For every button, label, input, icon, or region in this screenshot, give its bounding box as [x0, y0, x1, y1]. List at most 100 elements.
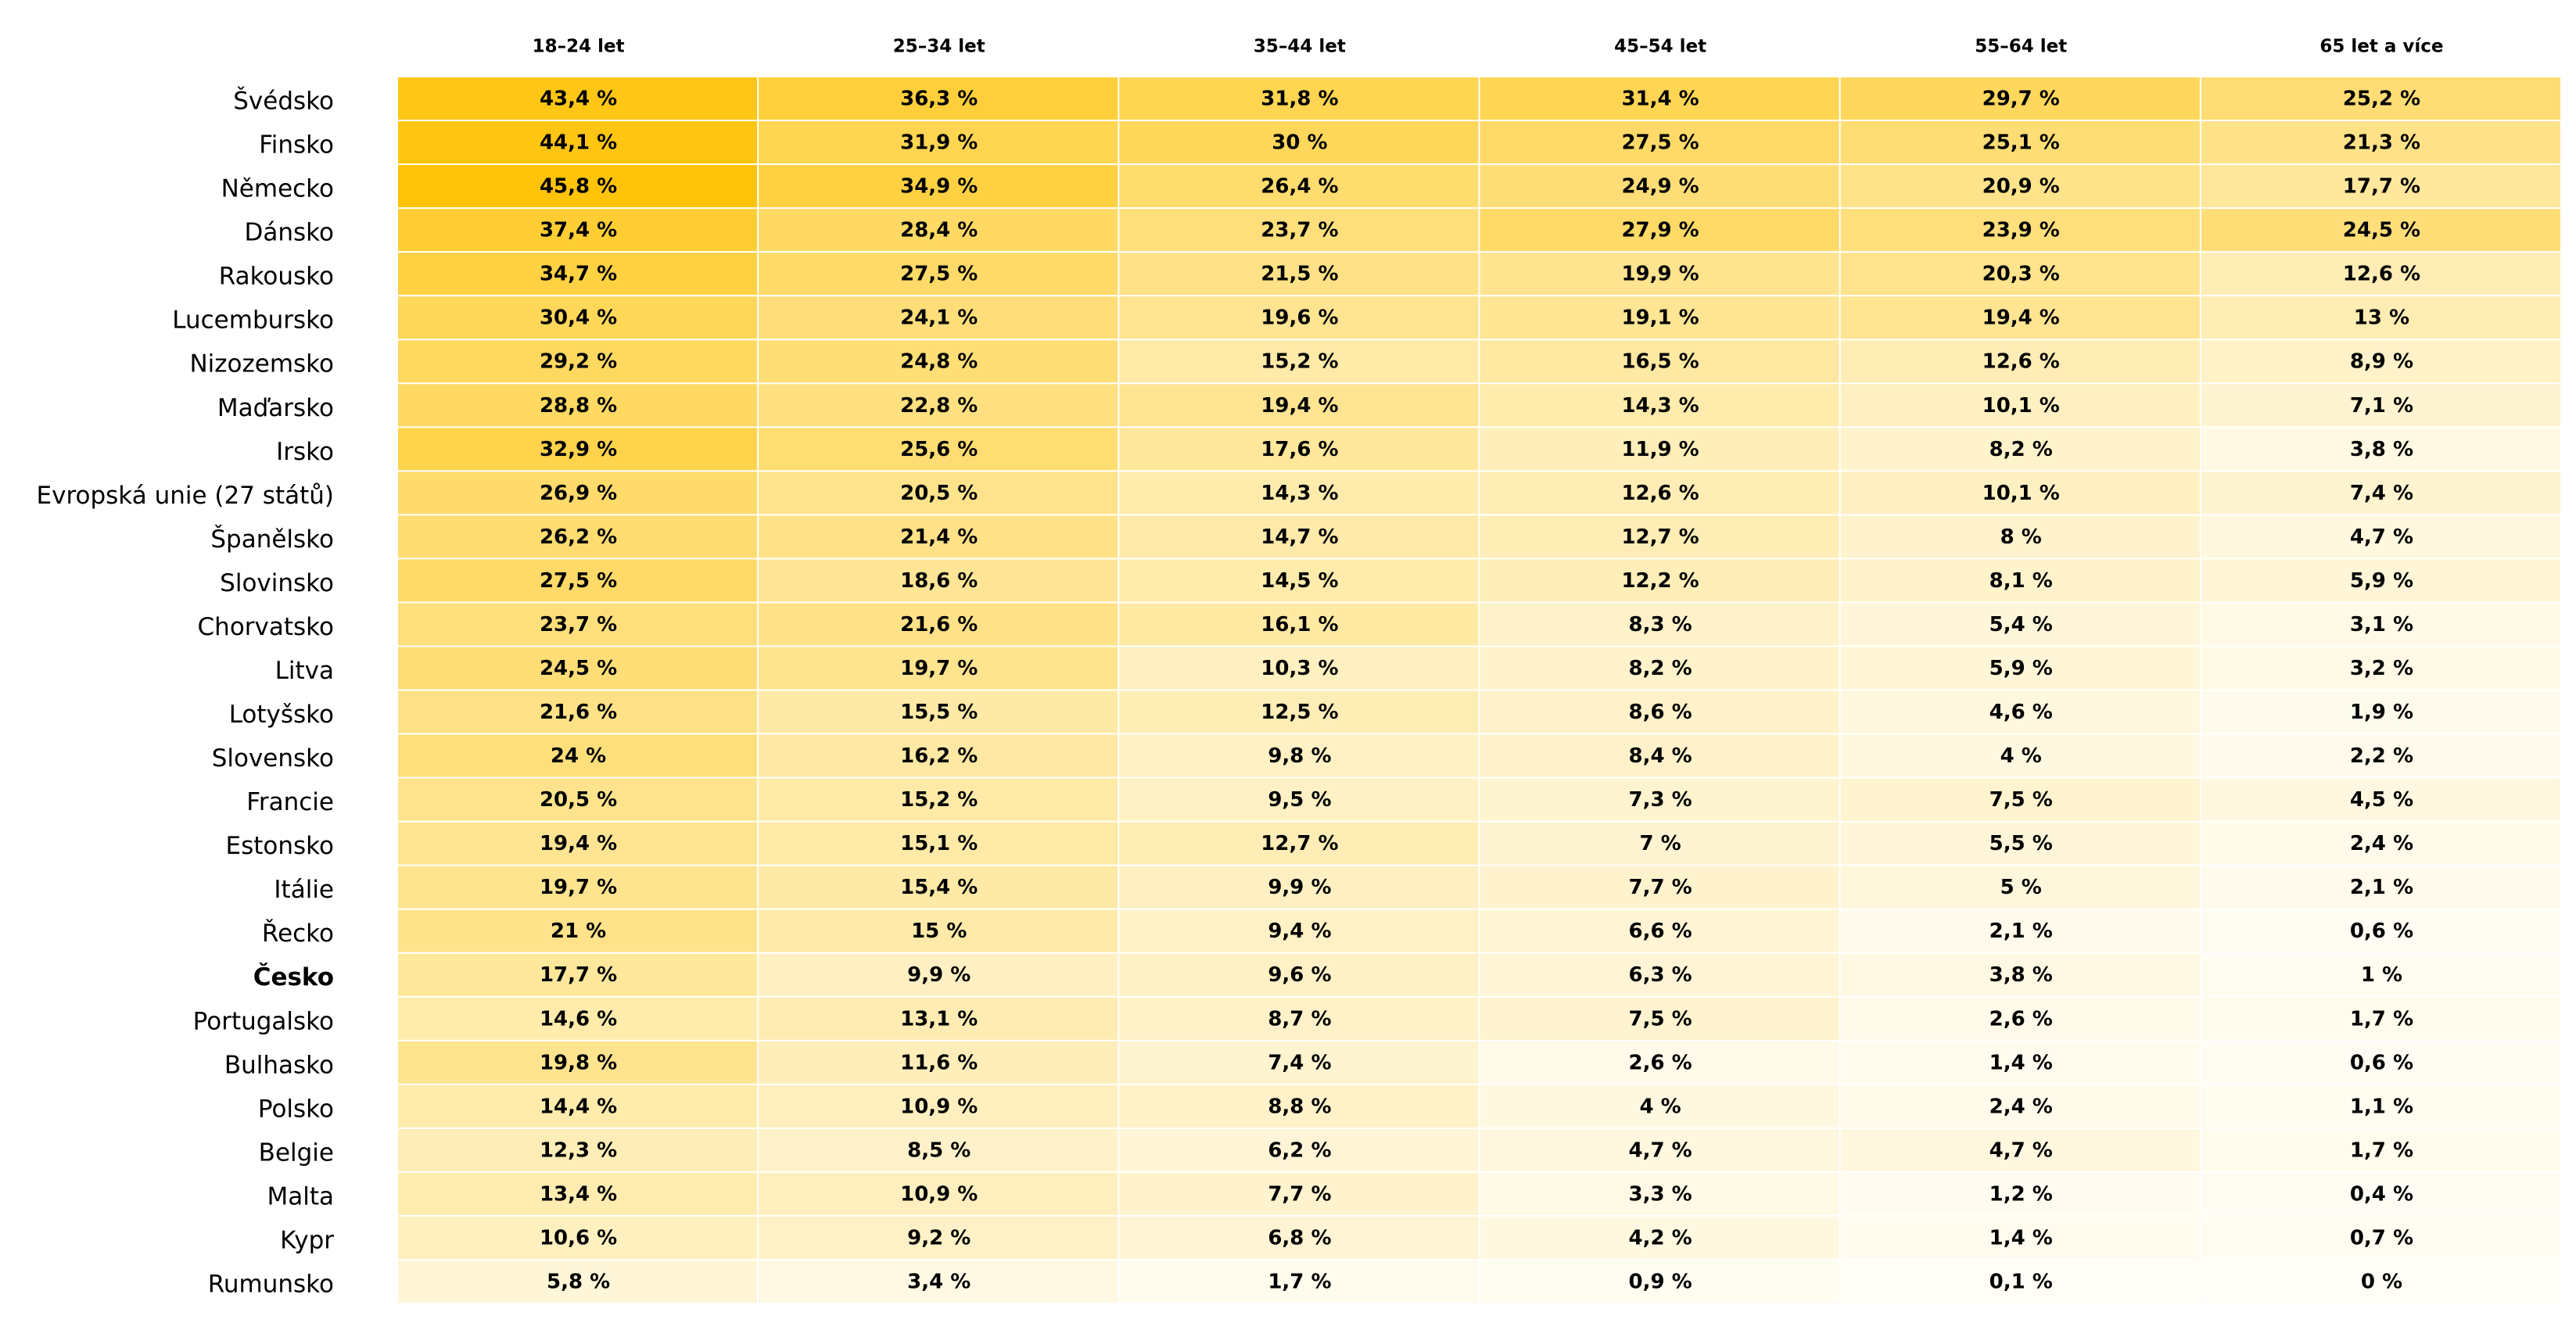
cell-value-label: 26,2 %	[540, 525, 617, 549]
heatmap-cell	[2201, 296, 2560, 339]
cell-value-label: 21,3 %	[2343, 131, 2420, 155]
heatmap-cell	[398, 428, 758, 471]
heatmap-cell	[1480, 1041, 1839, 1084]
heatmap-cell	[1480, 1085, 1839, 1128]
cell-value-label: 30 %	[1272, 131, 1327, 155]
cell-value-label: 4,6 %	[1989, 701, 2053, 724]
row-label: Lucembursko	[172, 307, 334, 335]
cell-value-label: 8,8 %	[1268, 1095, 1331, 1118]
cell-value-label: 13 %	[2354, 307, 2409, 330]
cell-value-label: 19,9 %	[1621, 263, 1699, 286]
cell-value-label: 15 %	[911, 920, 967, 943]
cell-value-label: 7,5 %	[1989, 788, 2053, 812]
cell-value-label: 12,7 %	[1261, 832, 1338, 855]
cell-value-label: 20,5 %	[900, 482, 978, 505]
heatmap-cell	[1840, 384, 2200, 427]
heatmap-cell	[1840, 1085, 2200, 1128]
cell-value-label: 1,4 %	[1989, 1051, 2053, 1074]
cell-value-label: 21,6 %	[540, 701, 617, 724]
heatmap-cell	[1840, 909, 2200, 952]
cell-value-label: 0 %	[2361, 1270, 2402, 1293]
column-labels: 18–24 let 25–34 let 35–44 let 45–54 let 55–6…	[533, 37, 2444, 57]
heatmap-cell	[1119, 428, 1479, 471]
cell-value-label: 17,7 %	[540, 963, 617, 987]
cell-value-label: 27,5 %	[540, 569, 617, 593]
heatmap-cell	[398, 909, 758, 952]
cell-value-label: 7,4 %	[2350, 482, 2413, 505]
cell-value-label: 4 %	[2000, 744, 2042, 768]
cell-value-label: 0,9 %	[1628, 1270, 1692, 1293]
row-label: Rumunsko	[208, 1270, 334, 1298]
heatmap-cell	[398, 296, 758, 339]
heatmap-cell	[1840, 647, 2200, 690]
heatmap-cell	[1480, 603, 1839, 646]
cell-value-label: 1,7 %	[2350, 1138, 2413, 1162]
cell-value-label: 10,9 %	[900, 1095, 978, 1118]
cell-value-label: 12,2 %	[1621, 569, 1699, 593]
column-label: 25–34 let	[893, 37, 985, 57]
cell-value-label: 8,7 %	[1268, 1007, 1331, 1031]
heatmap-cell	[1119, 1041, 1479, 1084]
row-label: Malta	[267, 1182, 334, 1210]
row-label: Maďarsko	[217, 394, 334, 422]
heatmap-cell	[1119, 515, 1479, 558]
heatmap-cell	[1480, 340, 1839, 383]
heatmap-cell	[398, 953, 758, 996]
heatmap-cell	[1480, 734, 1839, 777]
cell-value-label: 12,7 %	[1621, 525, 1699, 549]
cell-value-label: 4,7 %	[2350, 525, 2413, 549]
cell-value-label: 2,4 %	[1989, 1095, 2053, 1118]
column-label: 18–24 let	[533, 37, 625, 57]
cell-value-label: 6,3 %	[1628, 963, 1692, 987]
heatmap-cell	[759, 559, 1118, 602]
heatmap-cell	[2201, 997, 2560, 1040]
column-label: 55–64 let	[1975, 37, 2067, 57]
row-label: Itálie	[274, 876, 334, 904]
cell-value-label: 8,2 %	[1989, 438, 2053, 461]
cell-value-label: 3,8 %	[1989, 963, 2053, 987]
cell-value-label: 16,1 %	[1261, 613, 1338, 636]
heatmap-cell	[2201, 953, 2560, 996]
cell-value-label: 12,6 %	[1621, 482, 1699, 505]
heatmap-cell	[398, 647, 758, 690]
cell-value-label: 2,6 %	[1628, 1051, 1692, 1074]
cell-value-label: 3,1 %	[2350, 613, 2413, 636]
cell-value-label: 1,2 %	[1989, 1182, 2053, 1206]
heatmap-cell	[1840, 1128, 2200, 1171]
column-label: 35–44 let	[1254, 37, 1346, 57]
row-label: Slovensko	[212, 744, 334, 773]
heatmap-cell	[398, 1128, 758, 1171]
heatmap-cell	[1119, 559, 1479, 602]
heatmap-cell	[1840, 296, 2200, 339]
cell-value-label: 15,2 %	[1261, 350, 1338, 374]
cell-value-label: 26,9 %	[540, 482, 617, 505]
cell-value-label: 1,1 %	[2350, 1095, 2413, 1118]
cell-value-label: 27,5 %	[900, 263, 978, 286]
heatmap-cell	[759, 340, 1118, 383]
cell-value-label: 12,5 %	[1261, 701, 1338, 724]
cell-value-label: 12,3 %	[540, 1138, 617, 1162]
cell-value-label: 10,3 %	[1261, 657, 1338, 680]
cell-value-label: 26,4 %	[1261, 175, 1338, 199]
heatmap-cell	[1840, 1216, 2200, 1259]
heatmap-cell	[1840, 997, 2200, 1040]
heatmap-cell	[2201, 1128, 2560, 1171]
row-label: Belgie	[259, 1138, 334, 1167]
heatmap-cell	[759, 253, 1118, 296]
cell-value-label: 3,8 %	[2350, 438, 2413, 461]
heatmap-cell	[1480, 384, 1839, 427]
heatmap-cell	[1119, 296, 1479, 339]
row-label: Litva	[275, 657, 334, 685]
heatmap-cell	[398, 1172, 758, 1215]
heatmap-cell	[1119, 1260, 1479, 1303]
cell-value-label: 5,8 %	[547, 1270, 610, 1293]
row-label: Lotyšsko	[229, 701, 334, 729]
cell-value-label: 1 %	[2361, 963, 2402, 987]
cell-value-label: 27,5 %	[1621, 131, 1699, 155]
row-label: Dánsko	[245, 219, 334, 247]
heatmap-cell	[398, 822, 758, 865]
row-label: Finsko	[259, 131, 334, 160]
heatmap-cell	[1480, 866, 1839, 909]
heatmap-cell	[1840, 471, 2200, 514]
